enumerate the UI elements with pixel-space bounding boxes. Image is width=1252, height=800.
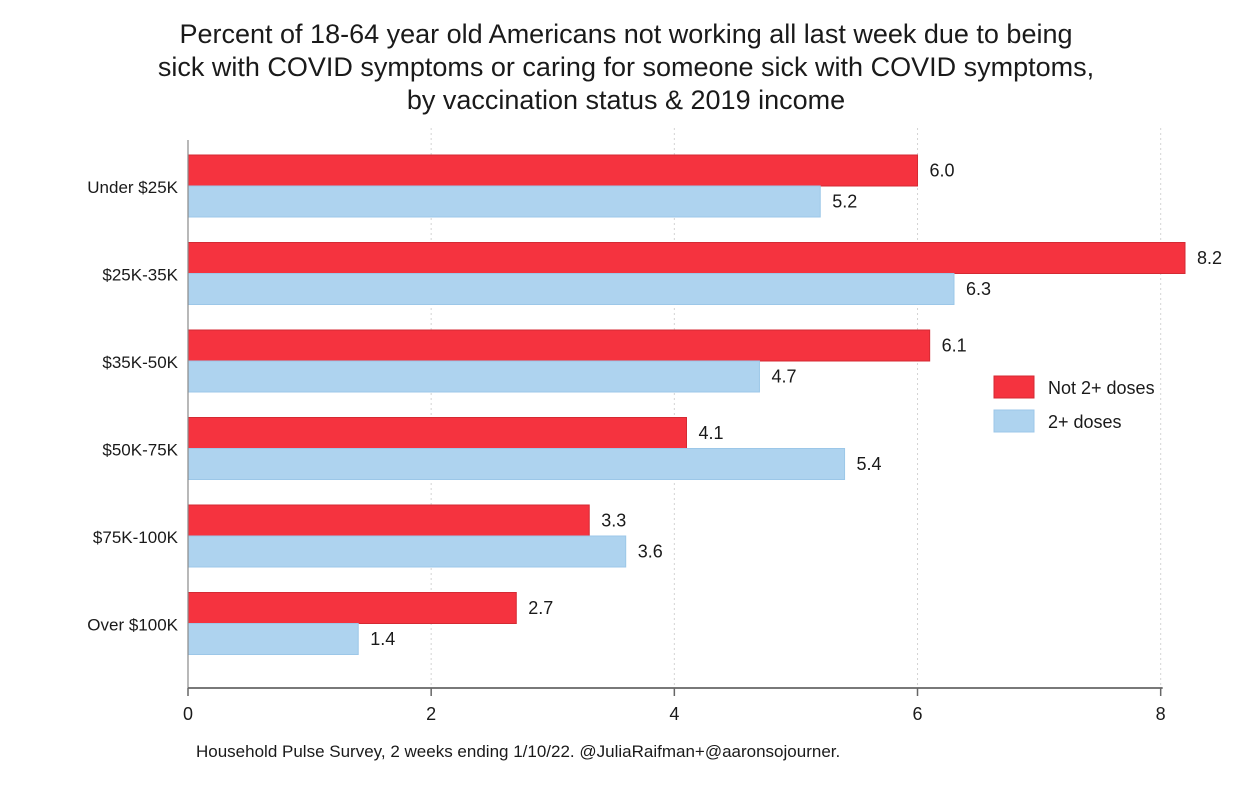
value-label: 5.2 (832, 192, 857, 212)
legend-label-1: 2+ doses (1048, 412, 1122, 432)
bar-not-vaccinated-4 (187, 504, 590, 537)
category-label: $35K-50K (102, 353, 178, 372)
category-label: Over $100K (87, 616, 178, 635)
value-label: 3.6 (638, 542, 663, 562)
bar-vaccinated-2 (187, 360, 760, 393)
bar-vaccinated-0 (187, 185, 821, 218)
bar-not-vaccinated-0 (187, 154, 919, 187)
source-note: Household Pulse Survey, 2 weeks ending 1… (196, 742, 841, 761)
chart-title-line-1: Percent of 18-64 year old Americans not … (179, 19, 1073, 49)
chart-title-line-3: by vaccination status & 2019 income (406, 85, 846, 115)
chart-title-line-2: sick with COVID symptoms or caring for s… (157, 52, 1095, 82)
chart-title: Percent of 18-64 year old Americans not … (0, 18, 1252, 117)
bar-not-vaccinated-5 (187, 592, 517, 624)
category-label: Under $25K (87, 178, 178, 197)
x-tick-label: 2 (426, 704, 436, 724)
value-label: 5.4 (857, 454, 882, 474)
bar-not-vaccinated-2 (187, 329, 931, 362)
value-label: 4.7 (771, 367, 796, 387)
bar-vaccinated-5 (187, 623, 359, 655)
bar-vaccinated-1 (187, 273, 955, 305)
value-label: 1.4 (370, 629, 395, 649)
x-axis: 0 2 4 6 8 (183, 140, 1166, 724)
x-tick-label: 4 (669, 704, 679, 724)
value-label: 6.0 (930, 161, 955, 181)
bar-vaccinated-4 (187, 535, 627, 568)
x-tick-label: 6 (913, 704, 923, 724)
category-labels: Under $25K $25K-35K $35K-50K $50K-75K $75K-1… (87, 178, 178, 635)
value-label: 6.3 (966, 279, 991, 299)
value-label: 4.1 (699, 423, 724, 443)
legend-label-0: Not 2+ doses (1048, 378, 1155, 398)
category-label: $50K-75K (102, 441, 178, 460)
bars: 6.0 5.2 8.2 6.3 6.1 4.7 4.1 5.4 3.3 3.6 2.7 1.4 (187, 154, 1222, 655)
category-label: $25K-35K (102, 266, 178, 285)
category-label: $75K-100K (93, 528, 179, 547)
legend-swatch-1 (993, 409, 1035, 433)
x-tick-label: 8 (1156, 704, 1166, 724)
value-label: 6.1 (942, 336, 967, 356)
value-label: 2.7 (528, 598, 553, 618)
bar-not-vaccinated-1 (187, 242, 1186, 274)
legend-swatch-0 (993, 375, 1035, 399)
value-label: 3.3 (601, 511, 626, 531)
bar-vaccinated-3 (187, 448, 846, 480)
value-label: 8.2 (1197, 248, 1222, 268)
legend: Not 2+ doses 2+ doses (993, 375, 1155, 433)
x-tick-label: 0 (183, 704, 193, 724)
bar-not-vaccinated-3 (187, 417, 687, 449)
